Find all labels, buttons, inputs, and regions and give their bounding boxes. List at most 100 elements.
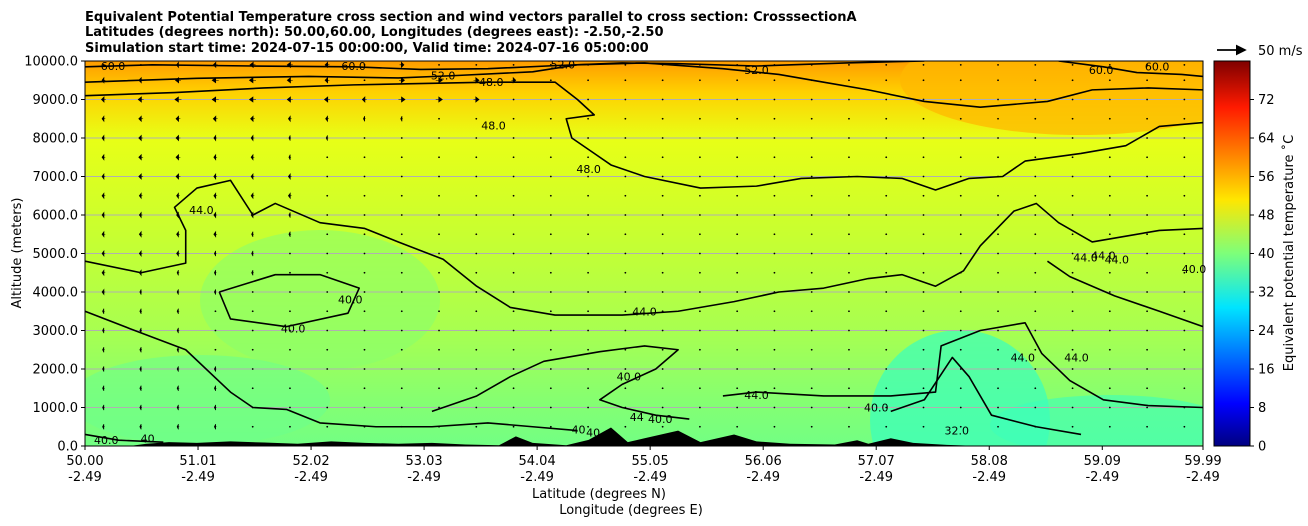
- wind-vector: [959, 98, 962, 101]
- wind-vector: [250, 115, 255, 123]
- wind-vector: [435, 96, 443, 103]
- wind-vector: [101, 230, 106, 238]
- wind-vector: [475, 63, 478, 66]
- wind-vector: [363, 79, 366, 82]
- wind-vector: [922, 175, 925, 178]
- wind-vector: [661, 329, 664, 332]
- wind-vector: [736, 271, 739, 274]
- wind-vector: [326, 194, 329, 197]
- wind-vector: [211, 77, 219, 84]
- wind-vector: [1108, 291, 1111, 293]
- contour-labels: 60.0 60.0 52.0 48.0 52.0 52.0 60.0 60.0 48.0 48.0…: [94, 58, 1206, 447]
- contour-label: 48.0: [481, 119, 506, 132]
- wind-vector: [251, 250, 254, 257]
- wind-vector: [363, 116, 366, 122]
- wind-vector: [810, 368, 813, 370]
- wind-vector: [1183, 291, 1186, 293]
- wind-vector: [959, 425, 962, 428]
- wind-vector: [249, 61, 256, 69]
- wind-vector: [997, 271, 999, 274]
- wind-vector: [286, 77, 293, 84]
- wind-vector: [773, 387, 776, 390]
- wind-vector: [885, 406, 888, 409]
- wind-vector: [250, 192, 255, 200]
- wind-vector: [512, 425, 515, 428]
- wind-vector: [624, 291, 627, 293]
- wind-vector: [289, 329, 291, 332]
- wind-vector: [1183, 348, 1186, 351]
- wind-vector: [885, 117, 888, 120]
- wind-vector: [363, 387, 366, 390]
- wind-vector: [848, 214, 850, 216]
- y-tick-label: 3000.0: [33, 324, 79, 339]
- wind-vector: [101, 192, 106, 200]
- wind-vector: [102, 404, 105, 411]
- contour-label: 40.0: [281, 323, 306, 336]
- wind-vector: [699, 406, 701, 409]
- wind-vector: [848, 156, 850, 159]
- y-tick-label: 6000.0: [33, 209, 79, 224]
- wind-vector: [1034, 194, 1037, 197]
- wind-vector: [438, 117, 440, 120]
- wind-vector: [175, 153, 181, 161]
- wind-vector: [289, 271, 291, 274]
- wind-vector: [1034, 63, 1037, 66]
- wind-vector: [363, 368, 366, 370]
- wind-vector: [1183, 252, 1186, 255]
- x-tick-label-latitude: 54.04: [519, 454, 556, 469]
- wind-vector: [1108, 98, 1111, 101]
- wind-vector: [587, 310, 589, 313]
- wind-vector: [1071, 98, 1074, 101]
- wind-vector: [587, 291, 589, 293]
- wind-vector: [512, 194, 515, 197]
- wind-vector: [175, 134, 181, 142]
- x-tick-label-longitude: -2.49: [68, 470, 102, 485]
- wind-vector: [1146, 348, 1148, 351]
- wind-vector: [959, 329, 962, 332]
- y-axis: 0.0 1000.0 2000.0 3000.0 4000.0 5000.0 6000.0 7…: [24, 55, 85, 455]
- wind-vector: [810, 329, 813, 332]
- wind-vector: [885, 291, 888, 293]
- wind-vector: [1146, 252, 1148, 255]
- wind-vector: [699, 425, 701, 428]
- wind-vector: [810, 252, 813, 255]
- wind-vector: [475, 156, 478, 159]
- wind-vector: [438, 368, 440, 370]
- wind-vector: [773, 252, 776, 255]
- wind-vector: [512, 291, 515, 293]
- cool-anomaly-midlevel-left: [200, 230, 440, 370]
- wind-vector: [1071, 175, 1074, 178]
- wind-vector: [736, 291, 739, 293]
- wind-vector: [922, 79, 925, 82]
- wind-vector: [661, 387, 664, 390]
- wind-vector: [587, 406, 589, 409]
- wind-vector: [213, 192, 218, 200]
- wind-vector: [810, 310, 813, 313]
- wind-vector: [661, 425, 664, 428]
- wind-vector: [661, 137, 664, 139]
- wind-vector: [959, 175, 962, 178]
- contour-lines: [85, 61, 1203, 443]
- wind-vector: [997, 310, 999, 313]
- wind-vector: [363, 233, 366, 236]
- wind-vector: [624, 194, 627, 197]
- wind-vector: [922, 137, 925, 139]
- wind-vector: [959, 63, 962, 66]
- wind-vector: [885, 252, 888, 255]
- wind-vector: [475, 271, 478, 274]
- wind-vector: [661, 175, 664, 178]
- wind-vector: [1108, 368, 1111, 370]
- wind-vector: [1146, 194, 1148, 197]
- wind-vector: [1146, 291, 1148, 293]
- contour-label: 40.0: [864, 402, 889, 415]
- wind-vector: [736, 348, 739, 351]
- wind-vector: [251, 291, 254, 293]
- wind-vector: [736, 137, 739, 139]
- x-tick-label-latitude: 55.05: [632, 454, 669, 469]
- wind-vector: [997, 387, 999, 390]
- contour-label: 40: [586, 427, 600, 440]
- wind-vector: [176, 250, 180, 257]
- wind-vector: [1183, 79, 1186, 82]
- wind-vector: [138, 134, 144, 142]
- wind-vector: [1146, 310, 1148, 313]
